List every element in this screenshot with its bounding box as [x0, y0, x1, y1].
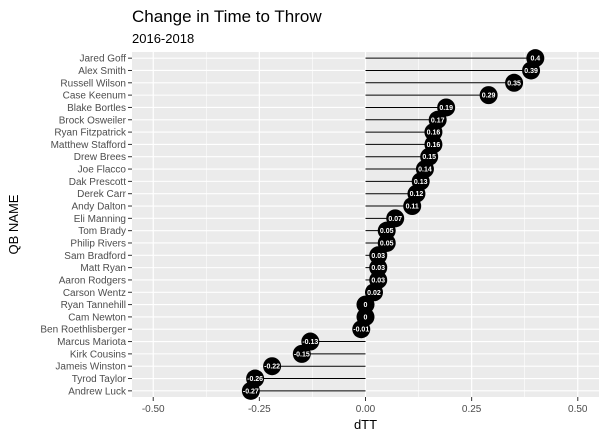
y-tick-label: Andy Dalton	[72, 202, 126, 213]
x-axis-ticks: -0.50 -0.25 0.00 0.25 0.50	[142, 397, 588, 415]
lollipop-point	[369, 258, 388, 277]
point-value-label: 0.12	[410, 191, 424, 198]
lollipop-point	[505, 73, 524, 92]
lollipop-point	[241, 381, 260, 400]
y-tick-label: Kirk Cousins	[70, 349, 126, 360]
y-tick-label: Ryan Tannehill	[61, 300, 126, 311]
y-tick-label: Ben Roethlisberger	[40, 325, 126, 336]
lollipop-point	[424, 123, 443, 142]
point-value-label: 0.15	[422, 154, 436, 161]
lollipop-point	[356, 295, 375, 314]
lollipop-points: 0.4 0.390.35 0.29 0.19 0.17 0.16 0.16 0.15 0.14 0…	[241, 49, 545, 400]
y-tick-label: Tom Brady	[78, 226, 126, 237]
point-value-label: 0.19	[439, 105, 453, 112]
lollipop-point	[292, 344, 311, 363]
point-value-label: -0.26	[247, 376, 263, 383]
point-value-label: 0.07	[388, 216, 402, 223]
point-value-label: 0.03	[371, 253, 385, 260]
point-value-label: 0.17	[431, 117, 445, 124]
y-tick-label: Blake Bortles	[67, 103, 126, 114]
point-value-label: -0.01	[353, 327, 369, 334]
point-value-label: 0.39	[524, 68, 538, 75]
chart-title: Change in Time to Throw	[132, 7, 322, 26]
point-value-label: 0.03	[371, 277, 385, 284]
point-value-label: 0.13	[414, 179, 428, 186]
point-value-label: 0.35	[507, 80, 521, 87]
y-tick-label: Joe Flacco	[78, 165, 127, 176]
y-tick-label: Marcus Mariota	[57, 337, 126, 348]
y-tick-label: Jameis Winston	[55, 362, 126, 373]
y-axis-title: QB NAME	[6, 194, 21, 254]
minor-gridlines	[205, 52, 526, 397]
point-value-label: 0	[364, 314, 368, 321]
y-tick-label: Andrew Luck	[68, 386, 127, 397]
y-tick-label: Alex Smith	[78, 66, 126, 77]
lollipop-point	[352, 320, 371, 339]
lollipop-point	[522, 61, 541, 80]
point-value-label: 0.11	[406, 204, 419, 211]
x-tick-label: 0.50	[568, 404, 588, 415]
point-value-label: -0.27	[243, 388, 259, 395]
x-tick-label: 0.25	[462, 404, 482, 415]
y-tick-label: Drew Brees	[74, 152, 126, 163]
y-tick-label: Sam Bradford	[64, 251, 126, 262]
point-value-label: 0.05	[380, 228, 394, 235]
point-value-label: 0.05	[380, 240, 394, 247]
x-tick-label: 0.00	[356, 404, 376, 415]
y-tick-label: Tyrod Taylor	[72, 374, 127, 385]
y-tick-label: Jared Goff	[79, 54, 126, 65]
point-value-label: 0.02	[367, 290, 381, 297]
point-value-label: 0.29	[482, 93, 496, 100]
y-tick-label: Dak Prescott	[69, 177, 126, 188]
y-tick-label: Matthew Stafford	[51, 140, 126, 151]
y-tick-label: Carson Wentz	[63, 288, 126, 299]
y-tick-label: Case Keenum	[63, 91, 126, 102]
lollipop-point	[263, 357, 282, 376]
point-value-label: -0.13	[302, 339, 318, 346]
x-tick-label: -0.50	[142, 404, 165, 415]
y-tick-label: Russell Wilson	[60, 78, 126, 89]
point-value-label: 0.03	[371, 265, 385, 272]
x-axis-title: dTT	[354, 417, 377, 432]
lollipop-point	[479, 86, 498, 105]
point-value-label: 0.16	[427, 130, 441, 137]
point-value-label: -0.22	[264, 364, 280, 371]
lollipop-point	[377, 221, 396, 240]
y-tick-label: Derek Carr	[77, 189, 127, 200]
y-tick-label: Aaron Rodgers	[59, 275, 126, 286]
x-tick-label: -0.25	[248, 404, 271, 415]
y-tick-label: Ryan Fitzpatrick	[54, 128, 127, 139]
y-tick-label: Brock Osweiler	[59, 115, 127, 126]
lollipop-point	[369, 246, 388, 265]
y-tick-label: Matt Ryan	[80, 263, 126, 274]
chart-subtitle: 2016-2018	[132, 31, 194, 46]
lollipop-point	[403, 197, 422, 216]
point-value-label: 0.4	[530, 56, 540, 63]
y-tick-label: Eli Manning	[74, 214, 126, 225]
point-value-label: 0	[364, 302, 368, 309]
y-tick-label: Cam Newton	[68, 312, 126, 323]
lollipop-segments	[250, 57, 536, 392]
y-tick-label: Philip Rivers	[70, 238, 126, 249]
point-value-label: 0.16	[427, 142, 441, 149]
point-value-label: 0.14	[418, 167, 432, 174]
point-value-label: -0.15	[294, 351, 310, 358]
